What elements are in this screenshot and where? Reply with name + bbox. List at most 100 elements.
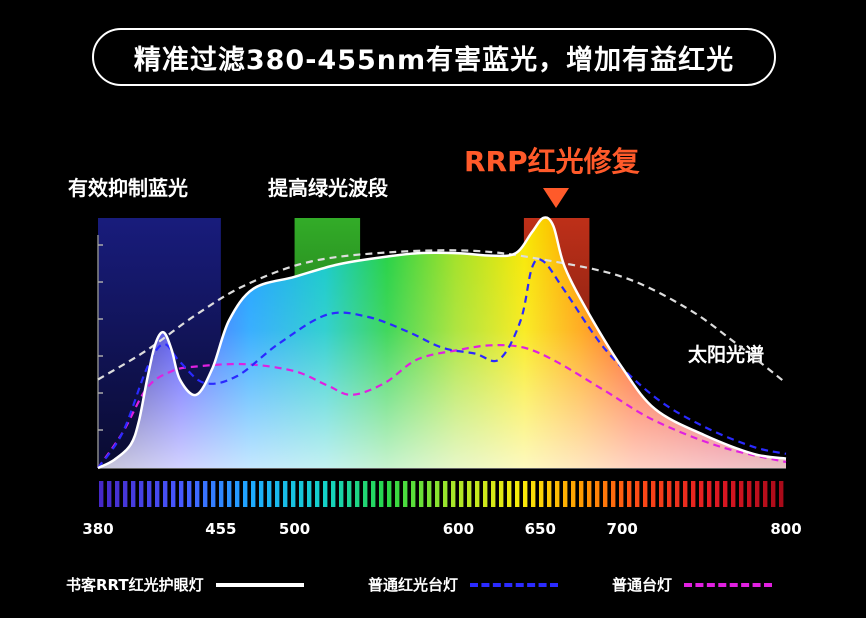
spectrum-stripe: [595, 481, 600, 507]
spectrum-stripe: [603, 481, 608, 507]
spectrum-stripe: [243, 481, 248, 507]
spectrum-stripe: [635, 481, 640, 507]
sun-spectrum-label: 太阳光谱: [688, 344, 765, 366]
spectrum-stripe: [475, 481, 480, 507]
x-tick-label: 380: [82, 520, 113, 538]
spectrum-stripe: [99, 481, 104, 507]
spectrum-stripe: [275, 481, 280, 507]
spectrum-stripe: [779, 481, 784, 507]
down-arrow-icon: [543, 188, 569, 208]
spectrum-stripe: [683, 481, 688, 507]
x-tick-label: 455: [205, 520, 236, 538]
spectrum-stripe: [387, 481, 392, 507]
spectrum-stripe: [419, 481, 424, 507]
legend-label-normal-lamp: 普通台灯: [612, 576, 673, 594]
spectrum-stripe: [427, 481, 432, 507]
legend-swatch-red-lamp: [470, 582, 559, 587]
spectrum-stripe: [307, 481, 312, 507]
spectrum-stripe: [747, 481, 752, 507]
spectrum-stripe: [731, 481, 736, 507]
spectrum-stripe: [763, 481, 768, 507]
spectrum-stripe: [547, 481, 552, 507]
spectrum-stripe: [219, 481, 224, 507]
spectrum-stripe: [523, 481, 528, 507]
spectrum-stripe: [171, 481, 176, 507]
spectrum-stripe: [155, 481, 160, 507]
spectrum-stripe: [163, 481, 168, 507]
spectrum-stripe: [531, 481, 536, 507]
spectrum-stripe: [251, 481, 256, 507]
spectrum-area-glow: [98, 217, 786, 468]
spectrum-stripe: [195, 481, 200, 507]
spectrum-stripe: [235, 481, 240, 507]
spectrum-stripe: [179, 481, 184, 507]
page-title: 精准过滤380-455nm有害蓝光，增加有益红光: [92, 28, 776, 86]
spectrum-stripe: [499, 481, 504, 507]
spectrum-stripe: [323, 481, 328, 507]
spectrum-stripe: [299, 481, 304, 507]
spectrum-stripe: [147, 481, 152, 507]
spectrum-stripe: [107, 481, 112, 507]
legend-swatch-normal-lamp: [684, 582, 773, 587]
spectrum-stripe: [211, 481, 216, 507]
spectrum-stripe: [483, 481, 488, 507]
spectrum-stripe: [739, 481, 744, 507]
spectrum-stripe: [579, 481, 584, 507]
x-tick-label: 800: [770, 520, 801, 538]
red-band-label: RRP红光修复: [464, 145, 640, 178]
spectrum-stripe: [371, 481, 376, 507]
x-tick-label: 600: [443, 520, 474, 538]
spectrum-stripe: [259, 481, 264, 507]
spectrum-stripe: [771, 481, 776, 507]
spectrum-stripe: [139, 481, 144, 507]
spectrum-stripe: [315, 481, 320, 507]
spectrum-stripe: [515, 481, 520, 507]
spectrum-stripe: [395, 481, 400, 507]
spectrum-stripe: [691, 481, 696, 507]
spectrum-stripe: [555, 481, 560, 507]
spectrum-stripe: [443, 481, 448, 507]
legend-label-rrt: 书客RRT红光护眼灯: [66, 576, 204, 594]
spectrum-stripe: [659, 481, 664, 507]
spectrum-stripe: [411, 481, 416, 507]
spectrum-stripe: [123, 481, 128, 507]
legend-item-rrt: 书客RRT红光护眼灯: [66, 574, 304, 595]
spectrum-stripe: [675, 481, 680, 507]
spectrum-stripe: [403, 481, 408, 507]
spectrum-stripe: [203, 481, 208, 507]
blue-band-label: 有效抑制蓝光: [68, 176, 188, 200]
x-tick-label: 650: [525, 520, 556, 538]
legend-item-red-lamp: 普通红光台灯: [368, 574, 559, 595]
spectrum-stripe: [699, 481, 704, 507]
legend-item-normal-lamp: 普通台灯: [612, 574, 773, 595]
spectrum-stripe: [507, 481, 512, 507]
spectrum-stripe: [459, 481, 464, 507]
spectrum-stripe: [355, 481, 360, 507]
spectrum-stripe: [187, 481, 192, 507]
series-line-rrt: [97, 216, 787, 470]
spectrum-stripe: [435, 481, 440, 507]
spectrum-stripe: [643, 481, 648, 507]
spectrum-stripe: [291, 481, 296, 507]
spectrum-stripe: [491, 481, 496, 507]
x-tick-label: 700: [607, 520, 638, 538]
spectrum-stripe: [115, 481, 120, 507]
spectrum-stripe: [611, 481, 616, 507]
spectrum-stripe: [619, 481, 624, 507]
legend-swatch-rrt: [215, 582, 304, 587]
spectrum-stripe: [539, 481, 544, 507]
spectrum-stripe: [667, 481, 672, 507]
spectrum-stripe: [347, 481, 352, 507]
spectrum-stripe: [331, 481, 336, 507]
spectrum-stripe: [571, 481, 576, 507]
spectrum-stripe: [379, 481, 384, 507]
spectrum-stripe: [227, 481, 232, 507]
green-band-label: 提高绿光波段: [268, 176, 388, 200]
spectrum-stripe: [723, 481, 728, 507]
series-line-sun: [97, 249, 787, 384]
series-line-normal-lamp: [97, 344, 787, 469]
spectrum-stripe: [467, 481, 472, 507]
spectrum-stripe: [363, 481, 368, 507]
spectrum-stripe: [563, 481, 568, 507]
